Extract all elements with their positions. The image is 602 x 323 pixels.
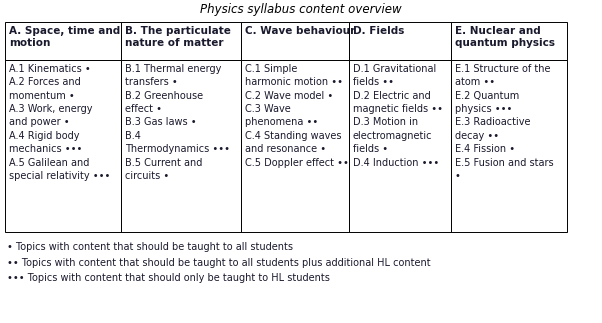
Bar xyxy=(121,22,241,60)
Text: C.1 Simple
harmonic motion ••
C.2 Wave model •
C.3 Wave
phenomena ••
C.4 Standin: C.1 Simple harmonic motion •• C.2 Wave m… xyxy=(244,64,349,168)
Text: B.1 Thermal energy
transfers •
B.2 Greenhouse
effect •
B.3 Gas laws •
B.4
Thermo: B.1 Thermal energy transfers • B.2 Green… xyxy=(125,64,230,181)
Text: D. Fields: D. Fields xyxy=(353,26,405,36)
Text: C. Wave behaviour: C. Wave behaviour xyxy=(244,26,355,36)
Text: E.1 Structure of the
atom ••
E.2 Quantum
physics •••
E.3 Radioactive
decay ••
E.: E.1 Structure of the atom •• E.2 Quantum… xyxy=(455,64,553,181)
Text: B. The particulate
nature of matter: B. The particulate nature of matter xyxy=(125,26,231,48)
Bar xyxy=(241,22,349,60)
Text: Physics syllabus content overview: Physics syllabus content overview xyxy=(200,4,402,16)
Bar xyxy=(349,60,451,232)
Bar xyxy=(451,22,568,60)
Text: • Topics with content that should be taught to all students: • Topics with content that should be tau… xyxy=(7,242,293,252)
Bar xyxy=(241,60,349,232)
Bar xyxy=(121,60,241,232)
Text: E. Nuclear and
quantum physics: E. Nuclear and quantum physics xyxy=(455,26,555,48)
Text: ••• Topics with content that should only be taught to HL students: ••• Topics with content that should only… xyxy=(7,273,330,283)
Text: D.1 Gravitational
fields ••
D.2 Electric and
magnetic fields ••
D.3 Motion in
el: D.1 Gravitational fields •• D.2 Electric… xyxy=(353,64,443,168)
Bar xyxy=(349,22,451,60)
Bar xyxy=(451,60,568,232)
Bar xyxy=(5,22,121,60)
Text: •• Topics with content that should be taught to all students plus additional HL : •• Topics with content that should be ta… xyxy=(7,257,430,267)
Text: A.1 Kinematics •
A.2 Forces and
momentum •
A.3 Work, energy
and power •
A.4 Rigi: A.1 Kinematics • A.2 Forces and momentum… xyxy=(9,64,110,181)
Text: A. Space, time and
motion: A. Space, time and motion xyxy=(9,26,120,48)
Bar xyxy=(5,60,121,232)
